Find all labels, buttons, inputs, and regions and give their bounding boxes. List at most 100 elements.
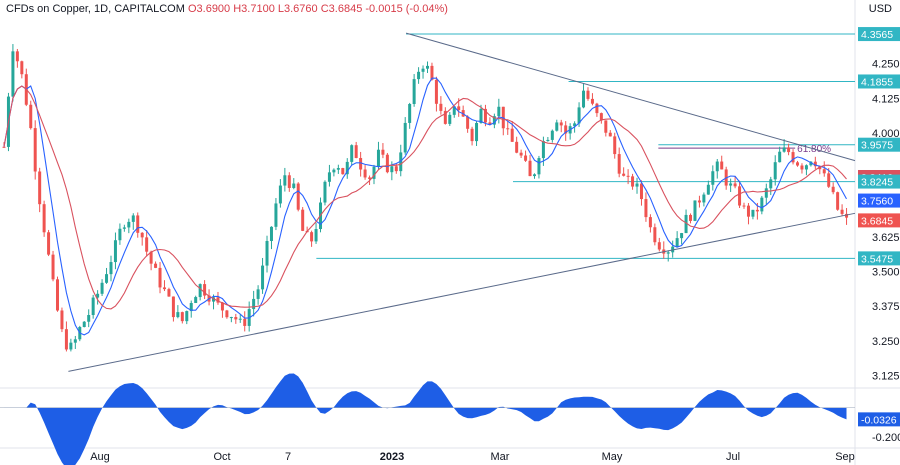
- candle-body: [265, 240, 269, 266]
- candle-body: [746, 205, 750, 217]
- candle-body: [408, 103, 412, 123]
- candle-body: [292, 183, 296, 188]
- candle-body: [706, 184, 710, 195]
- candle-body: [528, 160, 532, 177]
- y-tick-label: 3.1250: [872, 371, 900, 383]
- candle-body: [149, 251, 153, 264]
- candle-body: [702, 194, 706, 203]
- candle-body: [452, 106, 456, 115]
- moving-averages: [3, 77, 847, 336]
- candle-body: [729, 183, 733, 186]
- candle-body: [515, 141, 519, 153]
- candle-body: [256, 289, 260, 299]
- candle-body: [684, 214, 688, 234]
- candle-body: [608, 132, 612, 137]
- candle-body: [118, 228, 122, 241]
- candle-body: [800, 165, 804, 170]
- candle-body: [171, 296, 175, 318]
- candle-body: [430, 65, 434, 80]
- candle-body: [105, 274, 109, 283]
- candle-body: [376, 149, 380, 167]
- candle-body: [653, 227, 657, 243]
- candle-body: [524, 155, 528, 161]
- price-label: 3.8245: [861, 177, 893, 189]
- candle-body: [492, 116, 496, 125]
- candle-body: [154, 263, 158, 268]
- candle-body: [167, 289, 171, 297]
- horizontal-levels: 61.80%: [316, 33, 855, 259]
- candle-body: [666, 252, 670, 254]
- candle-body: [47, 232, 51, 255]
- candle-body: [345, 161, 349, 175]
- candle-body: [261, 265, 265, 290]
- candle-body: [532, 174, 536, 177]
- candle-body: [51, 254, 55, 280]
- candle-body: [314, 229, 318, 242]
- candle-body: [55, 279, 59, 311]
- oscillator-pane: -0.2000 -0.0326: [0, 373, 900, 465]
- osc-current-label: -0.0326: [861, 414, 897, 426]
- candle-body: [818, 166, 822, 170]
- candle-body: [506, 128, 510, 130]
- osc-label-box: [858, 412, 900, 427]
- price-axis[interactable]: 4.2500 4.1250 4.0000 3.6250 3.5000 3.3750 3.25…: [858, 27, 900, 383]
- candle-body: [773, 162, 777, 180]
- candle-body: [212, 297, 216, 302]
- candle-body: [680, 233, 684, 239]
- candle-body: [180, 312, 184, 322]
- candle-body: [791, 152, 795, 163]
- candle-body: [216, 297, 220, 303]
- candle-body: [91, 297, 95, 316]
- candle-body: [720, 161, 724, 170]
- x-tick-label: Mar: [491, 451, 510, 463]
- time-axis[interactable]: Aug Oct 7 2023 Mar May Jul Sep: [90, 451, 855, 463]
- candle-body: [29, 104, 33, 129]
- candle-body: [470, 128, 474, 142]
- candle-body: [189, 303, 193, 312]
- candle-body: [100, 282, 104, 294]
- candle-body: [827, 173, 831, 187]
- candle-body: [845, 213, 849, 218]
- candle-body: [443, 110, 447, 124]
- x-tick-label: Oct: [213, 451, 230, 463]
- candle-body: [537, 158, 541, 175]
- candle-body: [590, 98, 594, 104]
- candle-body: [127, 221, 131, 228]
- candle-body: [122, 227, 126, 229]
- candle-body: [617, 154, 621, 174]
- x-tick-label: Aug: [90, 451, 110, 463]
- candle-body: [274, 203, 278, 227]
- candle-body: [140, 232, 144, 238]
- candle-body: [229, 317, 233, 319]
- candle-body: [82, 321, 86, 327]
- y-tick-label: 3.2500: [872, 336, 900, 348]
- candle-body: [243, 318, 247, 326]
- candle-body: [519, 152, 523, 156]
- candle-body: [225, 310, 229, 318]
- candle-body: [796, 162, 800, 166]
- candle-body: [541, 141, 545, 159]
- candle-body: [693, 200, 697, 221]
- candle-body: [831, 186, 835, 193]
- oscillator-area: [4, 373, 847, 465]
- candle-body: [283, 175, 287, 186]
- candle-body: [675, 238, 679, 247]
- change-value: -0.0015 (-0.04%): [365, 3, 448, 15]
- candle-body: [341, 168, 345, 175]
- candle-body: [813, 161, 817, 167]
- price-label-box: [858, 27, 900, 42]
- candle-body: [33, 128, 37, 172]
- candle-body: [738, 186, 742, 206]
- candle-body: [2, 146, 6, 148]
- candle-body: [635, 183, 639, 187]
- candle-body: [252, 298, 256, 310]
- x-tick-label: May: [602, 451, 623, 463]
- candle-body: [145, 237, 149, 252]
- price-label: 4.3565: [861, 29, 893, 41]
- currency-label[interactable]: USD: [868, 3, 892, 15]
- candle-body: [626, 175, 630, 177]
- candle-body: [194, 297, 198, 304]
- candle-body: [782, 147, 786, 152]
